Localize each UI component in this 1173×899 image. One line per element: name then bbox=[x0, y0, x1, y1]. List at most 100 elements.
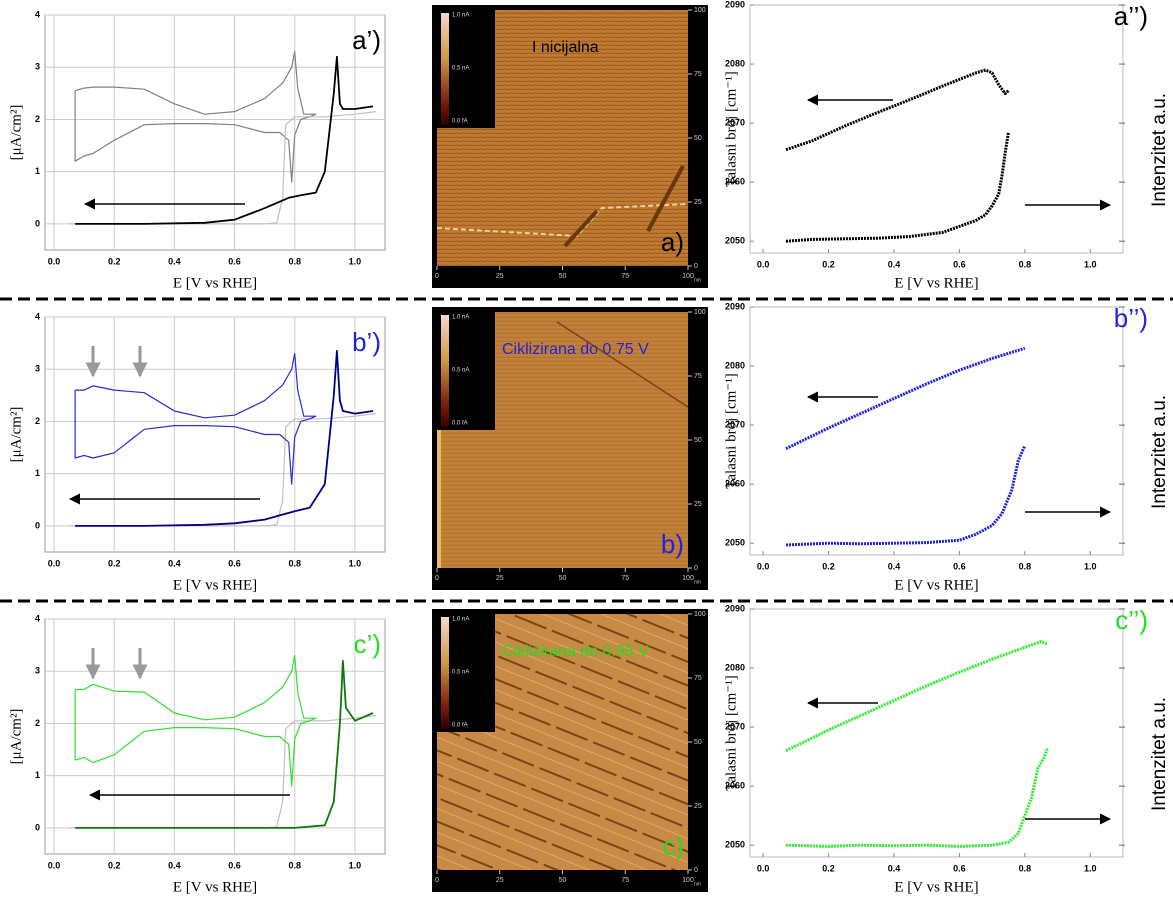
series-line bbox=[75, 55, 374, 225]
x-tick-label: 0.6 bbox=[228, 558, 241, 568]
y-tick-label: 25 bbox=[694, 199, 702, 206]
x-tick-label: 0.0 bbox=[48, 256, 61, 266]
x-tick-label: 50 bbox=[559, 575, 567, 582]
y-tick-label: 1 bbox=[35, 468, 40, 478]
step-edge bbox=[436, 203, 689, 238]
x-tick-label: 0.8 bbox=[288, 558, 301, 568]
x-tick-label: 0.6 bbox=[953, 863, 966, 873]
series-line bbox=[74, 353, 317, 485]
y-tick-label: 2 bbox=[35, 114, 40, 124]
y-tick-label: 2080 bbox=[725, 662, 745, 672]
unit-label: nm bbox=[694, 881, 701, 887]
x-tick-label: 0.0 bbox=[757, 863, 770, 873]
y-tick-label: 2090 bbox=[725, 301, 745, 311]
x-axis-label: E [V vs RHE] bbox=[173, 879, 257, 895]
x-tick-label: 50 bbox=[559, 877, 567, 884]
y-tick-label: 1 bbox=[35, 770, 40, 780]
y2-axis-label: Intenzitet a.u. bbox=[1149, 697, 1170, 811]
colorbar-label: 1.0 nA bbox=[452, 13, 469, 19]
series-line bbox=[785, 445, 1027, 547]
y-tick-label: 0 bbox=[35, 822, 40, 832]
x-tick-label: 25 bbox=[496, 273, 504, 280]
x-tick-label: 0.2 bbox=[822, 561, 835, 571]
image-edge bbox=[437, 312, 441, 568]
panel-label: a’’) bbox=[1114, 1, 1148, 31]
series-line bbox=[75, 350, 374, 527]
y-axis-label: Talasni broj [cm⁻¹] bbox=[723, 675, 739, 791]
y-axis-label: Talasni broj [cm⁻¹] bbox=[723, 373, 739, 489]
x-axis-label: E [V vs RHE] bbox=[173, 577, 257, 593]
y-tick-label: 100 bbox=[694, 309, 706, 316]
series-line bbox=[785, 68, 1010, 152]
x-tick-label: 0.8 bbox=[1019, 863, 1032, 873]
x-tick-label: 0.8 bbox=[1019, 259, 1032, 269]
x-tick-label: 0.2 bbox=[822, 259, 835, 269]
x-tick-label: 0.4 bbox=[888, 863, 901, 873]
x-tick-label: 0.0 bbox=[757, 561, 770, 571]
colorbar-label: 0.0 fA bbox=[452, 723, 468, 729]
series-line bbox=[69, 111, 377, 225]
x-tick-label: 0.0 bbox=[48, 558, 61, 568]
series-line bbox=[75, 659, 374, 829]
y-tick-label: 75 bbox=[694, 373, 702, 380]
x-tick-label: 1.0 bbox=[349, 256, 362, 266]
panel-label: b’) bbox=[352, 327, 381, 357]
x-axis-label: E [V vs RHE] bbox=[173, 275, 257, 291]
y-tick-label: 2070 bbox=[725, 117, 745, 127]
image-title: I nicijalna bbox=[532, 39, 599, 56]
x-tick-label: 0.8 bbox=[288, 256, 301, 266]
image-label: b) bbox=[661, 529, 684, 559]
x-tick-label: 1.0 bbox=[1084, 259, 1097, 269]
y-tick-label: 25 bbox=[694, 501, 702, 508]
x-tick-label: 0.0 bbox=[48, 860, 61, 870]
x-tick-label: 75 bbox=[621, 273, 629, 280]
panel-label: c’) bbox=[354, 629, 381, 659]
colorbar-label: 0.5 nA bbox=[452, 66, 469, 72]
y-tick-label: 2070 bbox=[725, 419, 745, 429]
colorbar-label: 1.0 nA bbox=[452, 315, 469, 321]
x-tick-label: 25 bbox=[496, 575, 504, 582]
colorbar-label: 0.0 fA bbox=[452, 421, 468, 427]
series-line bbox=[785, 346, 1026, 451]
series-line bbox=[74, 655, 317, 787]
x-tick-label: 1.0 bbox=[1084, 863, 1097, 873]
y-tick-label: 0 bbox=[694, 867, 698, 874]
y-tick-label: 2050 bbox=[725, 538, 745, 548]
y-tick-label: 2090 bbox=[725, 603, 745, 613]
panel-label: c’’) bbox=[1115, 605, 1148, 635]
step-edge bbox=[556, 321, 689, 408]
series-line bbox=[785, 640, 1049, 753]
x-axis-label: E [V vs RHE] bbox=[894, 275, 978, 291]
y-axis-label: [μA/cm²] bbox=[8, 105, 24, 161]
y-tick-label: 4 bbox=[35, 613, 40, 623]
x-tick-label: 0.4 bbox=[168, 860, 181, 870]
y-tick-label: 0 bbox=[694, 565, 698, 572]
y-tick-label: 2050 bbox=[725, 236, 745, 246]
unit-label: nm bbox=[694, 579, 701, 585]
x-tick-label: 0.2 bbox=[108, 558, 121, 568]
y-tick-label: 2 bbox=[35, 416, 40, 426]
y-tick-label: 50 bbox=[694, 135, 702, 142]
panel-label: a’) bbox=[352, 25, 381, 55]
y-tick-label: 0 bbox=[35, 520, 40, 530]
x-tick-label: 1.0 bbox=[1084, 561, 1097, 571]
x-tick-label: 0.2 bbox=[822, 863, 835, 873]
y-tick-label: 50 bbox=[694, 739, 702, 746]
x-tick-label: 0.6 bbox=[953, 561, 966, 571]
y-axis-label: [μA/cm²] bbox=[8, 407, 24, 463]
x-tick-label: 0.6 bbox=[953, 259, 966, 269]
series-line bbox=[69, 413, 377, 527]
y-tick-label: 0 bbox=[694, 263, 698, 270]
y-axis-label: Talasni broj [cm⁻¹] bbox=[723, 71, 739, 187]
x-tick-label: 50 bbox=[559, 273, 567, 280]
x-tick-label: 1.0 bbox=[349, 558, 362, 568]
y-tick-label: 100 bbox=[694, 7, 706, 14]
y-tick-label: 1 bbox=[35, 166, 40, 176]
y-tick-label: 75 bbox=[694, 71, 702, 78]
step-edge bbox=[563, 165, 685, 248]
x-tick-label: 75 bbox=[621, 877, 629, 884]
x-tick-label: 100 bbox=[682, 575, 694, 582]
colorbar bbox=[441, 617, 449, 729]
series-line bbox=[785, 747, 1050, 848]
